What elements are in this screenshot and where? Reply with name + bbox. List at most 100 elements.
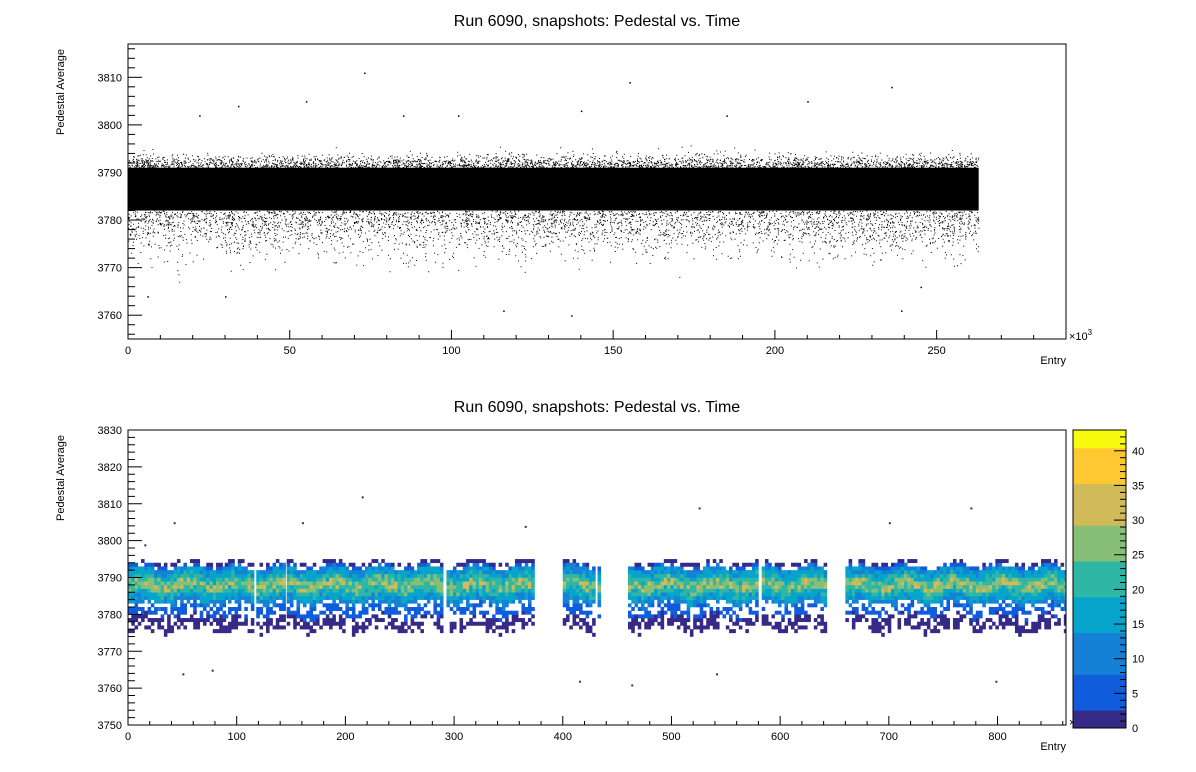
heatmap-cell [998,559,1003,564]
heatmap-cell [426,588,431,593]
heatmap-cell [524,592,529,597]
heatmap-cell [712,621,717,626]
heatmap-cell [748,581,753,586]
heatmap-cell [282,573,286,578]
heatmap-cell [716,625,720,630]
heatmap-cell [377,573,382,578]
heatmap-cell [660,599,665,604]
heatmap-cell [329,562,333,567]
heatmap-cell [686,577,691,582]
heatmap-cell [1034,577,1039,582]
heatmap-cell [237,573,242,578]
heatmap-cell [631,570,635,575]
heatmap-cell [966,599,970,604]
heatmap-cell [627,577,632,582]
heatmap-cell [1018,629,1022,634]
heatmap-cell [943,618,947,623]
heatmap-cell [1021,595,1025,600]
heatmap-cell [479,559,483,564]
heatmap-cell [585,599,590,604]
heatmap-cell [508,610,512,615]
heatmap-cell [894,607,898,611]
heatmap-cell [325,584,330,589]
heatmap-cell [657,599,661,604]
color-scale-swatch [1073,680,1126,687]
heatmap-cell [224,584,229,589]
heatmap-cell [134,603,139,608]
heatmap-cell [329,618,333,623]
heatmap-cell [712,618,717,623]
heatmap-cell [498,562,503,567]
heatmap-cell [667,621,671,626]
heatmap-cell [312,562,317,567]
heatmap-cell [436,573,441,578]
heatmap-cell [745,618,749,623]
heatmap-cell [1018,570,1022,575]
heatmap-cell [1054,592,1058,597]
heatmap-cell [335,595,340,600]
outlier-cell [716,673,719,676]
heatmap-cell [147,566,152,571]
heatmap-cell [279,614,283,619]
heatmap-cell [289,610,294,615]
heatmap-cell [988,581,993,586]
heatmap-cell [293,614,297,619]
heatmap-cell [329,621,333,626]
heatmap-cell [244,588,248,593]
heatmap-cell [848,584,853,589]
heatmap-cell [498,632,503,637]
heatmap-cell [241,581,245,586]
heatmap-cell [439,592,444,597]
heatmap-cell [579,618,583,623]
heatmap-cell [807,588,811,593]
heatmap-cell [686,599,691,604]
heatmap-cell [391,562,395,567]
heatmap-cell [732,562,736,567]
heatmap-cell [663,595,668,600]
heatmap-cell [203,592,207,597]
heatmap-cell [137,607,142,611]
heatmap-cell [501,573,506,578]
heatmap-cell [508,584,512,589]
heatmap-cell [807,595,811,600]
heatmap-cell [887,595,892,600]
heatmap-cell [256,610,260,615]
heatmap-cell [404,573,408,578]
heatmap-cell [216,629,220,634]
heatmap-cell [160,570,165,575]
heatmap-cell [1050,603,1055,608]
heatmap-cell [299,562,304,567]
heatmap-cell [998,618,1003,623]
heatmap-cell [228,599,232,604]
heatmap-cell [823,581,828,586]
heatmap-cell [670,566,674,571]
heatmap-cell [637,573,642,578]
heatmap-cell [1047,588,1052,593]
heatmap-cell [358,614,362,619]
heatmap-cell [368,595,372,600]
heatmap-cell [858,588,862,593]
heatmap-cell [364,573,369,578]
heatmap-cell [894,603,898,608]
heatmap-cell [810,573,815,578]
color-scale-swatch [1073,525,1126,532]
heatmap-cell [1014,621,1019,626]
heatmap-cell [216,581,220,586]
heatmap-cell [585,566,590,571]
heatmap-cell [943,584,947,589]
x-tick-label: 500 [662,731,680,743]
heatmap-cell [374,581,379,586]
heatmap-cell [975,595,980,600]
heatmap-cell [394,592,398,597]
heatmap-cell [459,562,464,567]
heatmap-cell [761,581,766,586]
heatmap-cell [527,618,532,623]
heatmap-cell [374,603,379,608]
heatmap-cell [259,573,264,578]
heatmap-cell [351,599,356,604]
heatmap-cell [572,559,577,564]
heatmap-cell [712,592,717,597]
heatmap-cell [975,581,980,586]
heatmap-cell [163,632,168,637]
heatmap-cell [199,573,204,578]
